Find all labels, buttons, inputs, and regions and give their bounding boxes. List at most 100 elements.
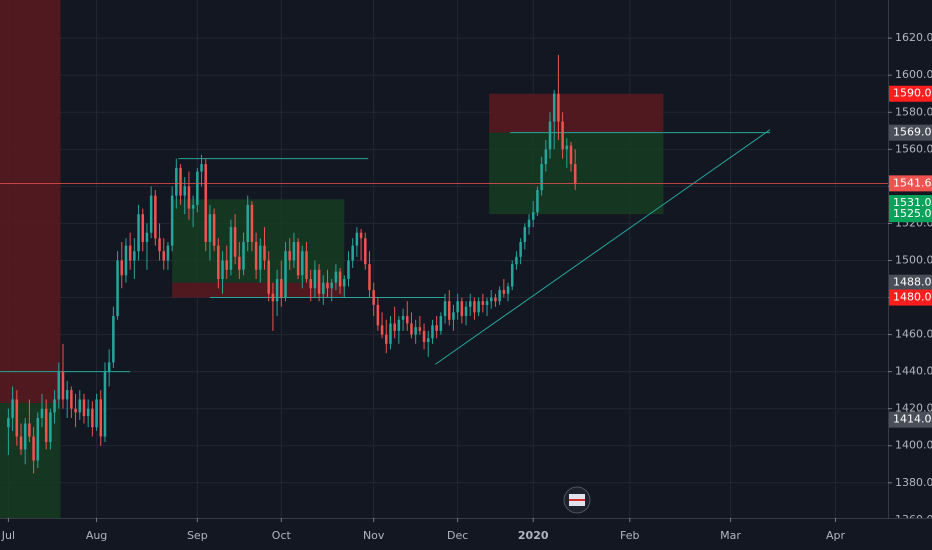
- candle-body: [154, 195, 157, 239]
- candle-body: [485, 301, 489, 305]
- candle-body: [301, 251, 304, 276]
- candle-body: [506, 286, 510, 294]
- candle-body: [86, 408, 90, 417]
- candle-body: [36, 417, 40, 461]
- candle-body: [531, 212, 535, 220]
- candle-body: [238, 256, 241, 270]
- candle-body: [372, 290, 375, 305]
- candle-body: [145, 232, 149, 242]
- x-tick-label: 2020: [518, 529, 549, 542]
- candle-body: [40, 408, 44, 418]
- candle-body: [519, 241, 522, 257]
- candle-body: [326, 282, 329, 289]
- candle-body: [107, 362, 111, 372]
- candle-body: [254, 241, 258, 270]
- candle-body: [49, 412, 52, 443]
- y-tick-label: 1380.00: [895, 476, 932, 489]
- candle-body: [275, 279, 279, 302]
- candle-body: [53, 399, 56, 413]
- candle-body: [557, 93, 560, 122]
- candle-body: [179, 167, 182, 196]
- candle-body: [338, 271, 342, 287]
- candle-body: [99, 399, 103, 437]
- candle-body: [112, 316, 115, 363]
- candle-body: [317, 269, 321, 294]
- candle-body: [137, 214, 140, 252]
- candle-body: [296, 241, 300, 276]
- candle-body: [439, 316, 443, 331]
- candle-body: [561, 121, 564, 150]
- price-label: 1414.09: [893, 413, 932, 426]
- candle-body: [200, 164, 203, 172]
- candle-body: [330, 282, 333, 289]
- candle-body: [233, 227, 237, 257]
- candle-body: [74, 408, 77, 413]
- price-label-box: [889, 274, 932, 291]
- candle-body: [502, 290, 506, 294]
- candle-body: [468, 301, 472, 307]
- y-tick-label: 1600.00: [895, 68, 932, 81]
- position-box: [489, 93, 664, 133]
- candle-body: [410, 323, 413, 335]
- y-tick-label: 1460.00: [895, 328, 932, 341]
- candle-body: [380, 325, 384, 335]
- candle-body: [158, 238, 161, 252]
- y-tick-label: 1620.00: [895, 31, 932, 44]
- candle-body: [23, 423, 27, 450]
- candle-body: [242, 241, 245, 270]
- candle-body: [175, 167, 178, 196]
- candle-body: [447, 301, 451, 320]
- y-tick-label: 1560.00: [895, 142, 932, 155]
- y-tick-label: 1420.00: [895, 402, 932, 415]
- candle-body: [552, 93, 556, 122]
- candle-body: [120, 260, 124, 276]
- candle-body: [280, 279, 283, 298]
- candle-body: [494, 297, 497, 302]
- candle-body: [515, 256, 518, 265]
- candle-body: [343, 279, 346, 287]
- candle-body: [11, 399, 14, 418]
- candle-body: [284, 251, 287, 298]
- candle-body: [7, 417, 10, 428]
- candles: [0, 54, 888, 474]
- candle-body: [452, 312, 455, 320]
- candle-body: [477, 301, 480, 313]
- candle-body: [267, 260, 270, 294]
- price-label: 1569.00: [893, 126, 932, 139]
- candle-body: [527, 219, 531, 228]
- x-tick-label: Dec: [447, 529, 468, 542]
- candle-body: [95, 399, 98, 428]
- candle-body: [456, 301, 459, 313]
- candle-body: [44, 408, 48, 443]
- price-label-box: [889, 124, 932, 141]
- candle-body: [65, 390, 69, 400]
- candle-body: [221, 260, 224, 280]
- candle-body: [406, 316, 409, 324]
- candle-body: [133, 251, 136, 261]
- x-tick-label: Apr: [826, 529, 846, 542]
- candle-body: [212, 214, 216, 246]
- candle-body: [322, 282, 325, 294]
- candle-body: [347, 260, 350, 280]
- position-box: [172, 199, 345, 283]
- candle-body: [292, 241, 296, 261]
- candle-body: [414, 327, 417, 335]
- candle-body: [166, 245, 170, 261]
- candle-body: [368, 264, 371, 291]
- candle-body: [170, 195, 174, 246]
- candle-body: [225, 260, 228, 270]
- candle-body: [481, 301, 485, 305]
- event-flag-stripe: [569, 499, 585, 501]
- candle-body: [28, 423, 31, 437]
- candle-body: [536, 190, 539, 213]
- candle-body: [431, 325, 434, 339]
- candle-body: [359, 232, 363, 239]
- candle-body: [61, 371, 65, 400]
- candle-body: [401, 316, 405, 320]
- candle-body: [19, 436, 23, 450]
- candle-body: [288, 251, 291, 261]
- event-flag[interactable]: [563, 486, 591, 514]
- candle-body: [569, 145, 573, 165]
